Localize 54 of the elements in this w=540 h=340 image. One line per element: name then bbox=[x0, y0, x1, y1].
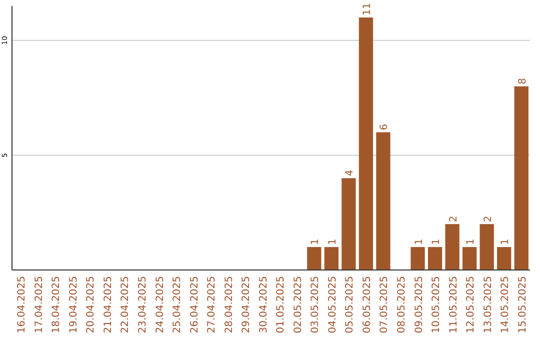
x-tick-label: 19.04.2025 bbox=[68, 276, 80, 334]
x-tick-label: 21.04.2025 bbox=[102, 276, 114, 334]
x-tick-label: 20.04.2025 bbox=[86, 276, 97, 334]
x-tick-label: 16.04.2025 bbox=[16, 276, 28, 334]
data-label: 1 bbox=[414, 238, 425, 246]
bar bbox=[462, 247, 477, 270]
x-tick-label: 07.05.2025 bbox=[379, 276, 390, 334]
data-label: 1 bbox=[327, 238, 338, 246]
x-tick-label: 15.05.2025 bbox=[517, 276, 528, 334]
data-label: 2 bbox=[482, 216, 494, 222]
x-tick-label: 24.04.2025 bbox=[154, 276, 166, 334]
x-tick-label: 02.05.2025 bbox=[292, 276, 304, 334]
bar bbox=[428, 247, 442, 270]
x-tick-label: 01.05.2025 bbox=[276, 276, 287, 334]
data-label: 4 bbox=[344, 170, 356, 176]
bar bbox=[358, 17, 374, 270]
x-tick-label: 18.04.2025 bbox=[51, 276, 62, 334]
data-label: 1 bbox=[431, 238, 442, 246]
bar bbox=[376, 132, 390, 270]
bar bbox=[514, 86, 528, 270]
x-tick-label: 10.05.2025 bbox=[431, 276, 442, 334]
data-label: 1 bbox=[500, 238, 512, 246]
x-tick-label: 17.04.2025 bbox=[34, 276, 45, 334]
x-tick-label: 06.05.2025 bbox=[362, 276, 373, 334]
x-tick-label: 13.05.2025 bbox=[482, 276, 494, 334]
x-tick-label: 11.05.2025 bbox=[448, 276, 460, 334]
x-tick-label: 14.05.2025 bbox=[500, 276, 512, 334]
x-tick-label: 26.04.2025 bbox=[189, 276, 200, 334]
data-label: 8 bbox=[517, 78, 528, 84]
bar bbox=[410, 247, 425, 270]
x-tick-label: 28.04.2025 bbox=[224, 276, 235, 334]
x-tick-label: 30.04.2025 bbox=[258, 276, 270, 334]
data-label: 1 bbox=[466, 238, 477, 246]
x-tick-label: 05.05.2025 bbox=[344, 276, 356, 334]
x-tick-label: 23.04.2025 bbox=[138, 276, 148, 334]
data-label: 6 bbox=[379, 124, 390, 130]
bar bbox=[342, 178, 356, 270]
x-tick-label: 04.05.2025 bbox=[327, 276, 338, 334]
data-label: 11 bbox=[362, 2, 373, 16]
x-tick-label: 22.04.2025 bbox=[120, 276, 132, 334]
data-label: 2 bbox=[448, 216, 460, 222]
x-tick-label: 25.04.2025 bbox=[172, 276, 184, 334]
x-tick-label: 27.04.2025 bbox=[206, 276, 218, 334]
x-tick-label: 08.05.2025 bbox=[396, 276, 408, 334]
bar bbox=[497, 247, 512, 270]
x-tick-label: 29.04.2025 bbox=[241, 276, 252, 334]
bar bbox=[324, 247, 339, 270]
x-tick-label: 12.05.2025 bbox=[466, 276, 477, 334]
x-tick-label: 03.05.2025 bbox=[310, 276, 322, 334]
data-label: 1 bbox=[310, 238, 322, 246]
x-tick-label: 09.05.2025 bbox=[414, 276, 425, 334]
bar bbox=[307, 247, 322, 270]
bar bbox=[480, 224, 494, 270]
bar bbox=[445, 224, 460, 270]
